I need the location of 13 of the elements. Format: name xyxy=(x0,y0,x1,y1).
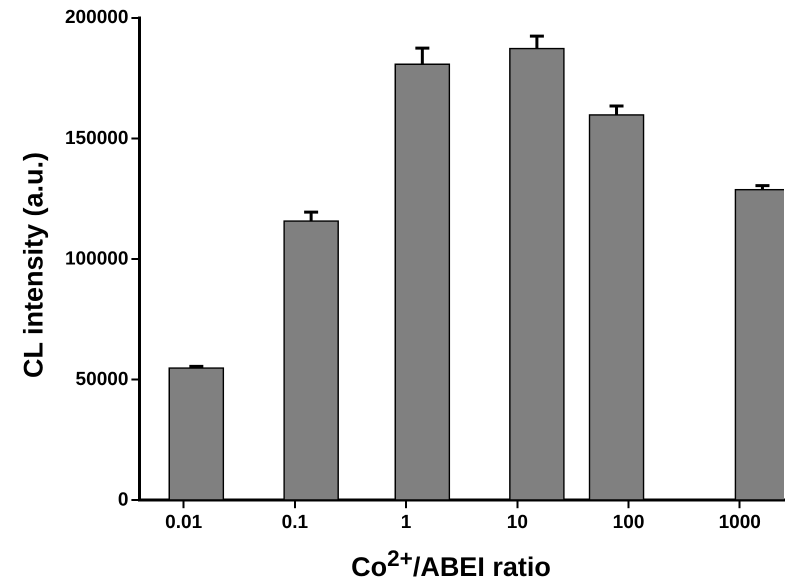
x-tick-label: 1000 xyxy=(718,512,761,533)
x-tick-label: 0.1 xyxy=(282,512,309,533)
y-tick-label: 200000 xyxy=(64,7,128,28)
x-tick-label: 100 xyxy=(612,512,644,533)
x-tick-label: 10 xyxy=(506,512,528,533)
x-tick-label: 0.01 xyxy=(165,512,203,533)
x-tick-label: 1 xyxy=(400,512,412,533)
y-tick-label: 150000 xyxy=(64,128,128,149)
y-tick-label: 100000 xyxy=(64,248,128,270)
x-axis-title: Co$^{2+}$/ABEI ratio xyxy=(350,545,552,584)
y-tick-label: 0 xyxy=(118,489,128,510)
y-axis-title: CL intensity (a.u.) xyxy=(18,152,50,378)
y-tick-label: 50000 xyxy=(76,368,128,390)
